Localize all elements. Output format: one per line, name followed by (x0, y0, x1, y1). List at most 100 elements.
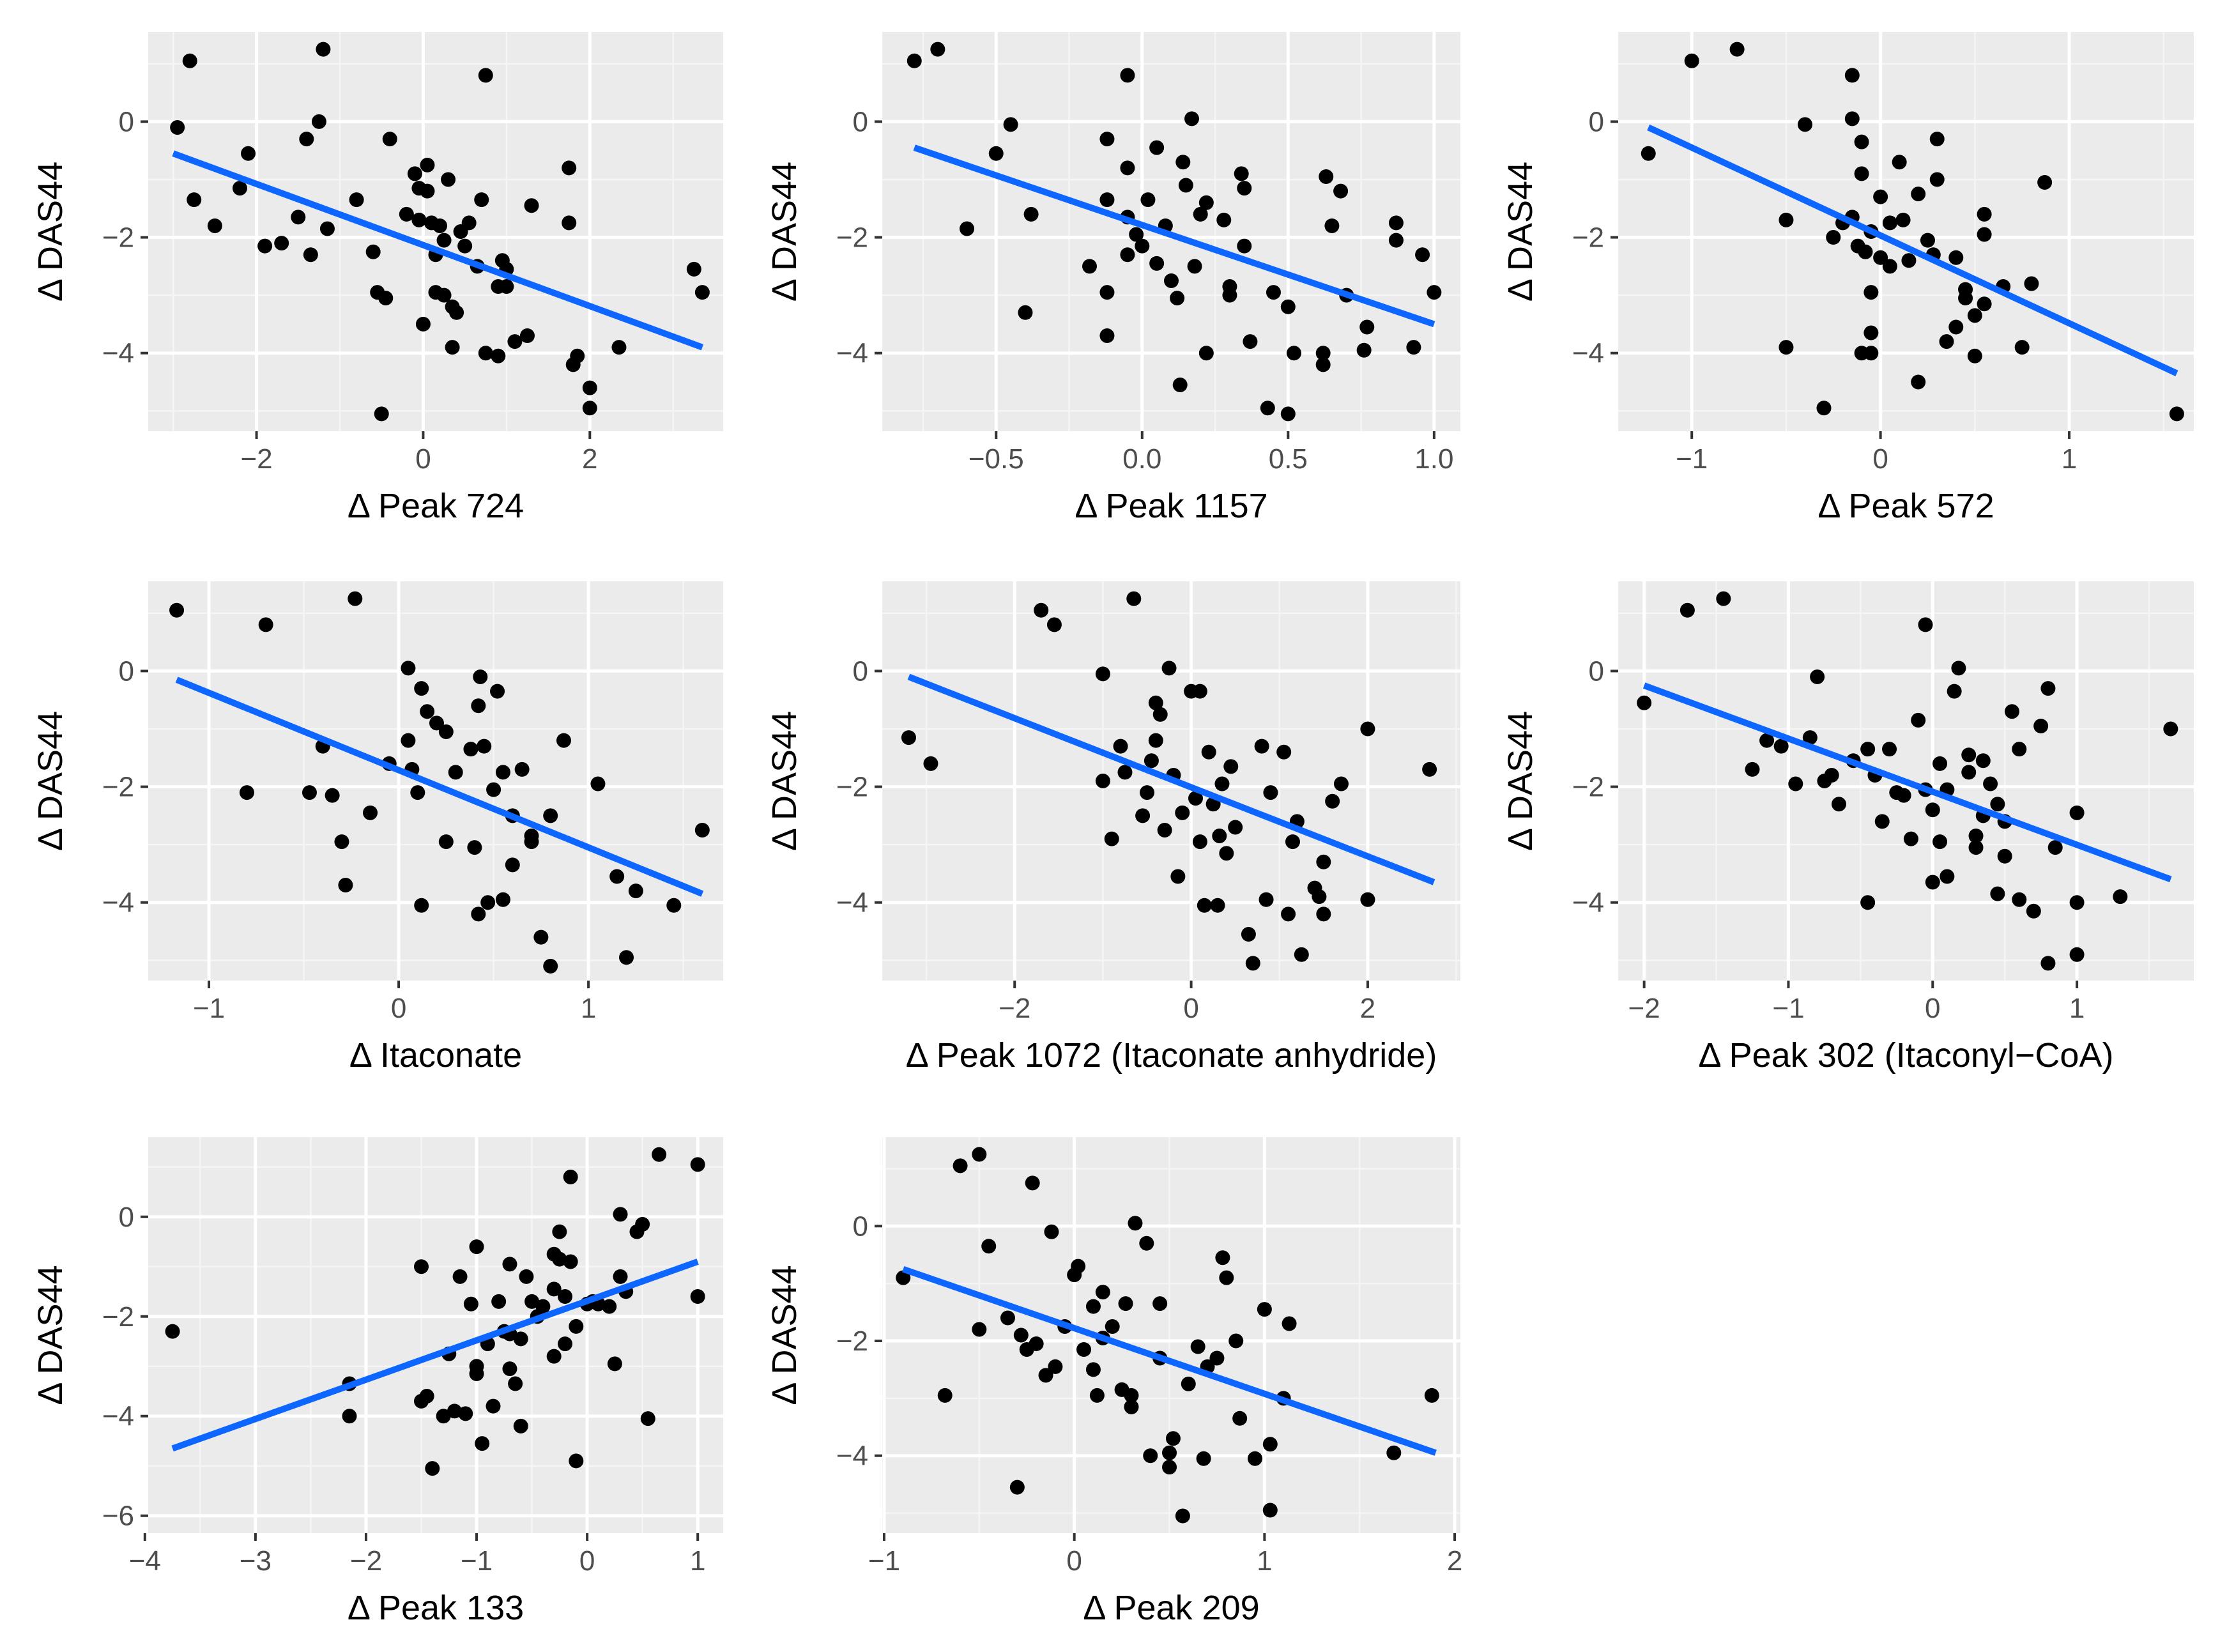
data-point (1219, 846, 1234, 861)
data-point (258, 617, 273, 632)
data-point (1193, 206, 1208, 222)
data-point (1816, 401, 1832, 416)
data-point (415, 316, 431, 332)
data-point (334, 834, 349, 850)
data-point (1237, 181, 1252, 196)
data-point (1424, 1388, 1439, 1403)
data-point (1958, 291, 1973, 306)
x-tick-label: 0 (391, 993, 406, 1024)
data-point (1170, 869, 1186, 884)
scatter-panel-3: −1 0 1 −4 −2 0 Δ Peak 572 Δ DAS44 (1501, 32, 2194, 525)
data-point (374, 406, 389, 422)
data-point (1896, 788, 1911, 803)
data-point (2047, 840, 2063, 855)
y-tick-label: −4 (102, 1401, 134, 1432)
data-point (1228, 820, 1243, 835)
data-point (1128, 1216, 1143, 1231)
data-point (1918, 617, 1933, 632)
data-point (291, 210, 306, 225)
regression-line (1642, 682, 2172, 883)
data-point (1844, 68, 1860, 83)
data-point (1863, 346, 1879, 361)
y-tick-label: −2 (836, 222, 868, 254)
data-point (1113, 738, 1128, 754)
y-tick-label: −2 (102, 772, 134, 803)
data-point (1120, 247, 1135, 263)
data-point (1029, 1336, 1044, 1351)
data-point (628, 883, 643, 899)
data-point (2014, 340, 2030, 355)
data-point (1940, 869, 1955, 884)
data-point (1038, 1368, 1053, 1383)
y-axis-title: Δ DAS44 (31, 162, 70, 302)
panel-background (148, 581, 723, 981)
data-point (1237, 238, 1252, 254)
data-point (1234, 166, 1249, 181)
data-point (1967, 308, 1982, 323)
data-point (1118, 1296, 1133, 1312)
data-point (666, 898, 682, 913)
data-point (543, 958, 558, 974)
data-point (652, 1147, 667, 1162)
data-point (1085, 1362, 1101, 1377)
data-point (1802, 730, 1818, 746)
data-point (1863, 285, 1879, 300)
data-point (552, 1251, 567, 1267)
data-point (241, 146, 256, 161)
data-point (519, 1269, 534, 1284)
data-point (469, 1239, 484, 1255)
data-point (690, 1289, 705, 1304)
y-tick-label: −4 (836, 887, 868, 919)
data-point (486, 782, 501, 797)
regression-line (172, 150, 704, 351)
data-point (960, 221, 975, 236)
data-point (514, 761, 530, 777)
data-point (2033, 718, 2049, 733)
data-point (325, 788, 340, 803)
data-point (1990, 886, 2005, 901)
data-point (1977, 206, 1992, 222)
data-point (1105, 1319, 1120, 1335)
data-point (1325, 793, 1340, 809)
x-tick-label: 1 (690, 1545, 705, 1577)
data-point (1831, 797, 1846, 812)
y-tick-label: 0 (1589, 106, 1604, 137)
data-point (1779, 340, 1794, 355)
data-point (2026, 903, 2041, 919)
data-point (445, 340, 460, 355)
y-tick-label: 0 (119, 1202, 134, 1233)
data-point (469, 1366, 484, 1381)
data-point (477, 738, 492, 754)
data-point (471, 698, 486, 714)
data-point (694, 285, 710, 300)
data-point (2169, 406, 2184, 422)
data-point (378, 291, 394, 306)
data-point (2024, 276, 2039, 291)
x-tick-label: −0.5 (968, 443, 1024, 475)
data-point (257, 238, 273, 254)
data-point (1873, 189, 1888, 204)
y-tick-label: −2 (102, 1301, 134, 1333)
x-tick-label: 2 (1447, 1545, 1462, 1577)
y-tick-label: 0 (853, 655, 868, 687)
data-point (1315, 357, 1331, 372)
data-point (1018, 305, 1033, 320)
data-point (414, 1259, 429, 1274)
data-point (1680, 602, 1695, 618)
data-point (1175, 1508, 1190, 1524)
data-point (590, 776, 606, 792)
data-point (1788, 776, 1803, 792)
data-point (420, 157, 435, 172)
data-point (348, 591, 363, 606)
data-point (1716, 591, 1731, 606)
data-point (1198, 346, 1214, 361)
data-point (1196, 1451, 1211, 1466)
data-point (507, 334, 523, 349)
data-point (535, 1299, 551, 1314)
data-point (182, 53, 197, 68)
data-point (1044, 1224, 1059, 1239)
regression-line (175, 677, 704, 897)
data-point (471, 906, 486, 922)
data-point (1729, 42, 1745, 57)
data-point (382, 132, 397, 147)
